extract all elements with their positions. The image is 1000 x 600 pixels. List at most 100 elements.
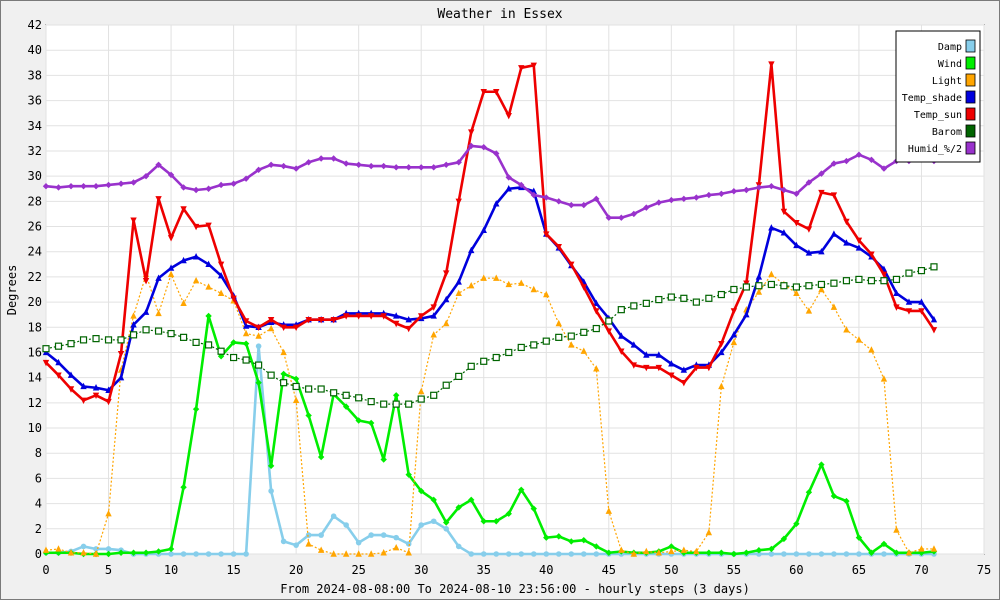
- legend: Damp Wind Light Temp_shade Temp_sun Barom Humi…: [895, 30, 981, 163]
- legend-swatch: [965, 107, 976, 121]
- point-barom: [267, 371, 275, 379]
- point-barom: [142, 326, 150, 334]
- series-temp-sun: [42, 61, 938, 406]
- point-barom: [630, 302, 638, 310]
- point-wind: [880, 540, 888, 548]
- point-barom: [692, 298, 700, 306]
- point-humid-2: [768, 183, 775, 190]
- point-wind: [468, 496, 475, 504]
- point-barom: [555, 333, 563, 341]
- y-axis-label: Degrees: [5, 265, 19, 316]
- point-temp-sun: [830, 192, 838, 199]
- point-light: [292, 396, 300, 404]
- point-wind: [355, 417, 362, 424]
- y-tick-label: 26: [28, 220, 42, 234]
- point-barom: [480, 357, 488, 365]
- point-wind: [530, 505, 537, 512]
- point-light: [668, 547, 675, 555]
- point-barom: [442, 381, 450, 389]
- point-barom: [167, 329, 175, 338]
- point-damp: [368, 532, 374, 538]
- point-temp-sun: [355, 313, 362, 320]
- point-humid-2: [880, 165, 888, 172]
- point-light: [418, 387, 425, 395]
- point-barom: [380, 400, 388, 408]
- point-humid-2: [443, 161, 450, 169]
- point-temp-shade: [80, 382, 87, 390]
- point-light: [392, 544, 400, 551]
- point-light: [105, 509, 112, 517]
- x-tick-label: 30: [414, 563, 428, 577]
- y-tick-label: 0: [35, 547, 42, 561]
- point-light: [55, 545, 62, 552]
- point-temp-shade: [67, 371, 75, 378]
- point-wind: [518, 486, 525, 493]
- point-light: [242, 329, 250, 337]
- point-damp: [468, 551, 475, 557]
- point-temp-sun: [255, 324, 262, 331]
- point-light: [405, 549, 412, 556]
- point-barom: [54, 342, 63, 350]
- point-light: [568, 341, 575, 348]
- point-temp-shade: [167, 264, 175, 271]
- point-damp: [430, 518, 437, 525]
- point-barom: [742, 283, 750, 291]
- point-light: [718, 382, 725, 390]
- point-barom: [605, 317, 613, 325]
- x-tick-label: 40: [539, 563, 553, 577]
- point-barom: [517, 343, 525, 352]
- point-humid-2: [793, 190, 800, 197]
- point-temp-sun: [455, 198, 462, 206]
- point-humid-2: [780, 186, 788, 194]
- point-temp-shade: [655, 351, 663, 358]
- point-humid-2: [67, 183, 75, 190]
- point-wind: [167, 545, 175, 553]
- y-tick-label: 18: [28, 320, 42, 334]
- point-wind: [342, 403, 350, 410]
- x-axis-label: From 2024-08-08:00 To 2024-08-10 23:56:0…: [280, 582, 750, 596]
- point-wind: [793, 520, 800, 527]
- point-temp-shade: [680, 366, 688, 373]
- point-barom: [92, 335, 100, 343]
- point-damp: [493, 551, 500, 557]
- point-temp-sun: [180, 206, 187, 213]
- point-damp: [756, 551, 762, 557]
- point-temp-sun: [418, 313, 425, 320]
- point-wind: [455, 504, 462, 511]
- legend-label: Temp_shade: [902, 93, 962, 104]
- point-damp: [856, 551, 862, 557]
- point-temp-shade: [818, 248, 825, 255]
- legend-label: Barom: [932, 127, 962, 138]
- y-tick-label: 16: [28, 345, 42, 359]
- point-light: [655, 549, 663, 556]
- point-barom: [905, 269, 913, 277]
- point-damp: [593, 551, 600, 557]
- point-temp-sun: [217, 261, 225, 269]
- point-humid-2: [518, 181, 525, 189]
- point-wind: [730, 550, 738, 558]
- point-light: [130, 312, 137, 319]
- point-wind: [292, 375, 300, 383]
- point-temp-sun: [267, 317, 275, 324]
- x-tick-label: 20: [289, 563, 303, 577]
- point-humid-2: [292, 165, 300, 172]
- x-tick-label: 70: [914, 563, 928, 577]
- point-light: [755, 288, 763, 295]
- y-tick-label: 42: [28, 18, 42, 32]
- point-wind: [593, 543, 600, 550]
- point-temp-sun: [155, 196, 162, 203]
- point-humid-2: [392, 164, 400, 171]
- point-barom: [792, 283, 801, 291]
- point-wind: [493, 518, 500, 525]
- point-light: [880, 375, 888, 382]
- point-barom: [867, 277, 876, 285]
- point-barom: [492, 353, 500, 362]
- point-wind: [755, 547, 763, 554]
- point-barom: [705, 294, 713, 302]
- point-damp: [781, 551, 787, 557]
- point-barom: [755, 282, 763, 290]
- point-light: [468, 282, 475, 289]
- point-light: [505, 280, 512, 288]
- y-tick-label: 6: [35, 471, 42, 485]
